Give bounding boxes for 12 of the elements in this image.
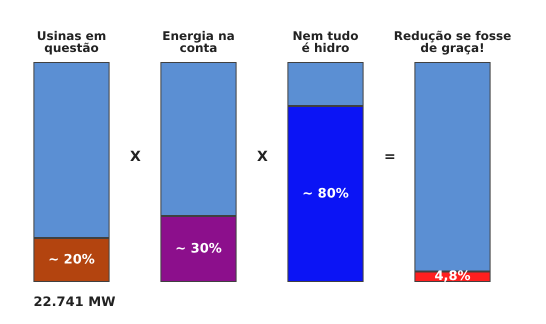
- data-label: ~ 20%: [48, 252, 95, 268]
- x-tick-label: Nem tudo é hidro: [292, 29, 358, 55]
- x-tick-label: Redução se fosse de graça!: [394, 29, 512, 55]
- data-label: 4,8%: [434, 269, 471, 284]
- data-label: ~ 80%: [302, 186, 349, 202]
- data-label: ~ 30%: [175, 242, 222, 256]
- text: 22.741 MW: [34, 295, 116, 310]
- annotation: X: [257, 149, 268, 165]
- annotation: X: [130, 149, 141, 165]
- annotation: =: [384, 149, 396, 165]
- x-tick-label: Energia na conta: [162, 29, 235, 55]
- x-tick-label: Usinas em questão: [36, 29, 106, 55]
